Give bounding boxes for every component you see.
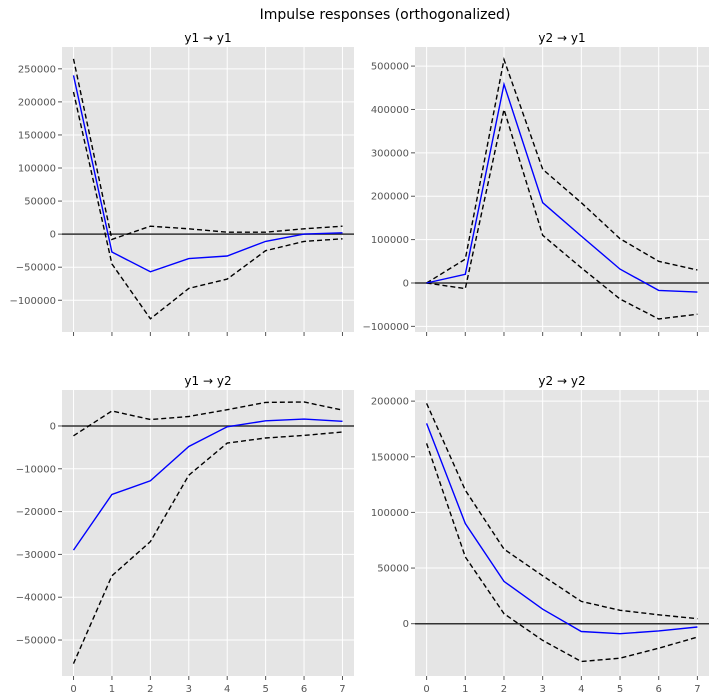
response-line [72,418,343,551]
panel-y2y2: 0 1 2 3 4 5 6 7 0 50000 100000 150000 200000 y2 → y2 [371,374,709,695]
plot-area [415,390,709,676]
x-tick-label: 5 [262,684,268,695]
upper-confidence-band [72,58,343,241]
x-tick-label: 3 [186,684,192,695]
y-tick-label: 0 [403,278,409,289]
lower-confidence-band [425,443,698,663]
plot-area [62,390,354,676]
panel-y1y1: −100000 −50000 0 50000 100000 150000 200000 250… [9,31,354,336]
x-tick-label: 2 [501,684,507,695]
panel-title: y1 → y2 [184,374,231,388]
y-tick-label: 50000 [24,197,56,208]
x-tick-label: 1 [109,684,115,695]
panel-y1y2: 0 1 2 3 4 5 6 7 −50000 −40000 −30000 −20000 −10000 0 y… [16,374,354,695]
x-tick-label: 5 [617,684,623,695]
y-tick-label: −10000 [16,464,56,475]
y-tick-label: 100000 [371,235,409,246]
upper-confidence-band [73,401,343,437]
plot-area [62,47,354,332]
y-tick-label: −100000 [9,296,56,307]
panel-title: y2 → y1 [538,31,585,45]
y-tick-label: −100000 [362,322,409,333]
x-tick-label: 0 [423,684,429,695]
y-tick-label: −30000 [16,550,56,561]
y-tick-label: 400000 [371,105,409,116]
lower-confidence-band [426,106,698,320]
y-tick-label: −40000 [16,593,56,604]
panel-title: y1 → y1 [184,31,231,45]
x-tick-label: 4 [578,684,584,695]
y-tick-label: 0 [50,230,56,241]
figure-title: Impulse responses (orthogonalized) [260,7,511,23]
x-tick-label: 6 [656,684,662,695]
y-tick-label: 500000 [371,62,409,73]
response-line [72,75,343,273]
y-tick-label: 250000 [18,64,56,75]
lower-confidence-band [72,431,343,664]
y-tick-label: −50000 [16,263,56,274]
y-tick-label: 200000 [371,397,409,408]
x-tick-label: 6 [301,684,307,695]
y-tick-label: 200000 [371,192,409,203]
y-tick-label: 0 [50,421,56,432]
x-tick-label: 2 [147,684,153,695]
y-tick-label: 100000 [18,164,56,175]
y-tick-label: 200000 [18,97,56,108]
x-tick-label: 0 [70,684,76,695]
x-tick-label: 3 [539,684,545,695]
response-line [426,81,698,293]
x-tick-label: 1 [462,684,468,695]
y-tick-label: 300000 [371,148,409,159]
panel-y2y1: −100000 0 100000 200000 300000 400000 500000 y2… [362,31,709,336]
response-line [425,423,698,635]
y-tick-label: 150000 [18,130,56,141]
plot-area [415,47,709,332]
x-tick-label: 4 [224,684,230,695]
y-tick-label: 150000 [371,452,409,463]
y-tick-label: 100000 [371,508,409,519]
lower-confidence-band [72,91,343,320]
y-tick-label: −20000 [16,507,56,518]
y-tick-label: 0 [403,619,409,630]
panel-title: y2 → y2 [538,374,585,388]
upper-confidence-band [425,403,698,620]
upper-confidence-band [426,56,698,284]
y-tick-label: −50000 [16,636,56,647]
x-tick-label: 7 [694,684,700,695]
y-tick-label: 50000 [377,564,409,575]
x-tick-label: 7 [339,684,345,695]
